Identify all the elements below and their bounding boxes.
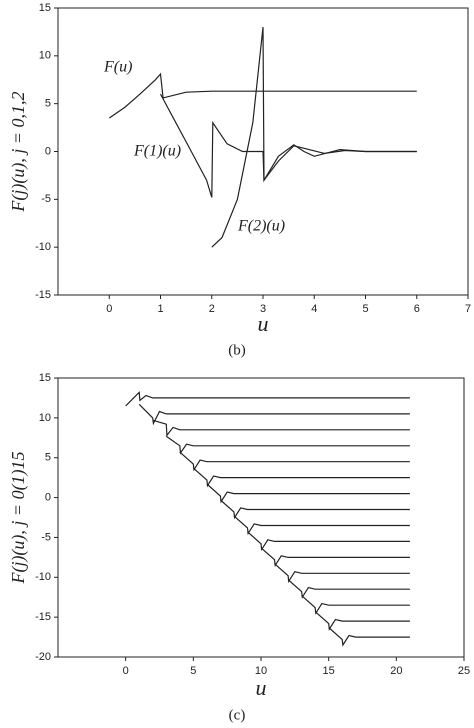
- series-line: [328, 627, 410, 647]
- y-tick-label: 5: [45, 98, 51, 110]
- series-line: [274, 563, 410, 584]
- series-line: [220, 499, 410, 520]
- series-line: [192, 467, 410, 488]
- x-tick-label: 1: [157, 303, 163, 315]
- x-tick-label: 2: [209, 303, 215, 315]
- caption: (c): [229, 707, 246, 723]
- y-tick-label: 0: [45, 145, 51, 157]
- x-tick-label: 0: [106, 303, 112, 315]
- series-line: [206, 483, 410, 504]
- x-axis-label: u: [258, 311, 269, 336]
- x-axis-label: u: [256, 675, 267, 700]
- series-line: [211, 27, 417, 248]
- y-tick-label: 10: [39, 50, 51, 62]
- x-tick-label: 5: [362, 303, 368, 315]
- series-line: [314, 611, 410, 631]
- series-line: [165, 435, 410, 455]
- x-tick-label: 6: [414, 303, 420, 315]
- caption: (b): [228, 342, 246, 358]
- y-tick-label: 15: [39, 372, 51, 384]
- series-line: [301, 595, 410, 615]
- series-line: [159, 93, 417, 198]
- x-tick-label: 15: [323, 665, 335, 677]
- series-line: [287, 579, 410, 599]
- series-line: [179, 451, 410, 472]
- series-line: [108, 72, 417, 119]
- annotation: F(1)(u): [133, 143, 181, 160]
- annotation: F(u): [103, 59, 132, 76]
- annotation: F(2)(u): [237, 218, 285, 235]
- series-line: [138, 403, 410, 426]
- x-tick-label: 20: [390, 665, 402, 677]
- y-tick-label: -15: [35, 289, 51, 301]
- x-tick-label: 0: [123, 665, 129, 677]
- x-tick-label: 5: [190, 665, 196, 677]
- series-line: [233, 515, 410, 536]
- x-tick-label: 3: [260, 303, 266, 315]
- series-line: [247, 531, 410, 552]
- y-tick-label: -10: [35, 241, 51, 253]
- y-tick-label: 5: [45, 452, 51, 464]
- y-tick-label: -10: [35, 571, 51, 583]
- y-tick-label: -5: [41, 531, 51, 543]
- x-tick-label: 4: [311, 303, 317, 315]
- series-line: [125, 390, 410, 407]
- y-axis-label: F(j)(u), j = 0(1)15: [8, 451, 29, 584]
- series-line: [152, 419, 410, 438]
- y-tick-label: 10: [39, 412, 51, 424]
- y-tick-label: -15: [35, 611, 51, 623]
- x-tick-label: 25: [458, 665, 470, 677]
- series-line: [260, 547, 410, 568]
- x-tick-label: 10: [255, 665, 267, 677]
- y-tick-label: -5: [41, 193, 51, 205]
- y-tick-label: -20: [35, 651, 51, 663]
- y-tick-label: 15: [39, 2, 51, 14]
- plot-frame: [57, 377, 465, 658]
- x-tick-label: 7: [465, 303, 471, 315]
- y-axis-label: F(j)(u), j = 0,1,2: [8, 91, 29, 212]
- y-tick-label: 0: [45, 491, 51, 503]
